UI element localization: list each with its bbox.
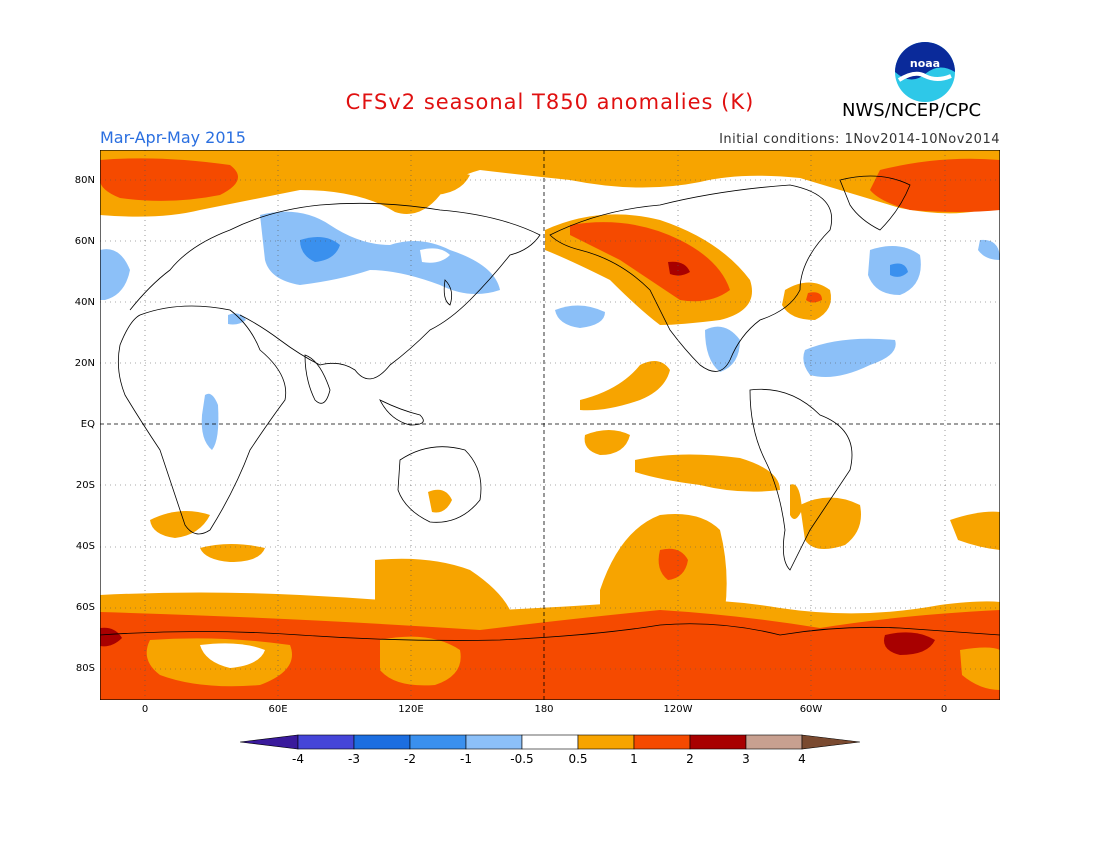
colorbar-swatch (689, 734, 747, 750)
lat-label: 80N (74, 175, 95, 186)
noaa-logo-icon: noaa (895, 42, 955, 102)
anomaly-region (100, 610, 1000, 700)
anomaly-region (400, 168, 470, 195)
anomaly-region (668, 261, 690, 276)
colorbar-label: -4 (292, 752, 304, 766)
colorbar-swatch (409, 734, 467, 750)
colorbar-label: 1 (630, 752, 638, 766)
lat-label: 40N (74, 297, 95, 308)
anomaly-region (200, 643, 265, 668)
anomaly-region (100, 249, 130, 300)
anomaly-region (100, 627, 122, 647)
agency-label: NWS/NCEP/CPC (842, 100, 982, 121)
anomaly-region (570, 222, 730, 302)
anomaly-region (100, 150, 1000, 217)
lat-label: 40S (75, 541, 95, 552)
anomaly-region (870, 158, 1000, 212)
anomaly-region (420, 248, 450, 263)
anomaly-region (635, 454, 780, 492)
lon-label: 120W (663, 704, 693, 715)
lon-label: 60W (799, 704, 823, 715)
colorbar-label: -3 (348, 752, 360, 766)
colorbar-swatch (240, 734, 299, 750)
colorbar-swatch (353, 734, 411, 750)
anomaly-region (375, 558, 510, 610)
lat-label: 80S (75, 663, 95, 674)
lat-label: 60S (75, 602, 95, 613)
anomaly-region (260, 211, 500, 294)
colorbar-swatch (745, 734, 803, 750)
lon-label: 60E (268, 704, 288, 715)
anomaly-region (803, 338, 896, 378)
colorbar-label: -1 (460, 752, 472, 766)
anomaly-region (950, 511, 1000, 550)
anomaly-region (806, 292, 822, 303)
lon-label: 0 (940, 704, 948, 715)
colorbar-label: 0.5 (568, 752, 588, 766)
anomaly-region (580, 361, 670, 411)
anomaly-region (890, 263, 908, 277)
colorbar-swatch (465, 734, 523, 750)
lat-lon-grid (100, 150, 1000, 700)
anomaly-region (800, 497, 861, 549)
colorbar-label: -0.5 (510, 752, 534, 766)
anomaly-region (790, 484, 802, 519)
colorbar-label: 4 (798, 752, 806, 766)
anomaly-region (300, 236, 340, 262)
lon-label: 180 (534, 704, 554, 715)
anomaly-region (584, 430, 630, 455)
colorbar-label: -2 (404, 752, 416, 766)
coastlines (100, 175, 1000, 641)
svg-text:noaa: noaa (910, 57, 940, 70)
colorbar-label: 3 (742, 752, 750, 766)
anomaly-region (150, 511, 210, 538)
anomaly-region (380, 636, 461, 686)
anomaly-region (200, 544, 265, 562)
anomaly-region (978, 239, 1000, 260)
lat-label: 20N (74, 358, 95, 369)
lat-label: 60N (74, 236, 95, 247)
anomaly-region (884, 632, 935, 655)
lon-label: 0 (141, 704, 149, 715)
colorbar (240, 734, 860, 750)
colorbar-swatch (801, 734, 860, 750)
anomaly-region (658, 548, 688, 580)
anomaly-region (782, 282, 831, 320)
colorbar-swatch (297, 734, 355, 750)
anomaly-region (705, 326, 740, 372)
colorbar-swatch (577, 734, 635, 750)
colorbar-label: 2 (686, 752, 694, 766)
anomaly-map (100, 150, 1000, 700)
lat-label: EQ (80, 419, 95, 430)
anomaly-region (100, 158, 238, 201)
colorbar-swatch (521, 734, 579, 750)
chart-title: CFSv2 seasonal T850 anomalies (K) (345, 90, 755, 114)
anomaly-region (555, 305, 605, 328)
season-label: Mar-Apr-May 2015 (100, 128, 246, 147)
initial-conditions-label: Initial conditions: 1Nov2014-10Nov2014 (719, 132, 1000, 147)
anomaly-region (428, 489, 452, 513)
lon-label: 120E (398, 704, 424, 715)
colorbar-swatch (633, 734, 691, 750)
lat-label: 20S (75, 480, 95, 491)
anomaly-region (201, 393, 219, 450)
